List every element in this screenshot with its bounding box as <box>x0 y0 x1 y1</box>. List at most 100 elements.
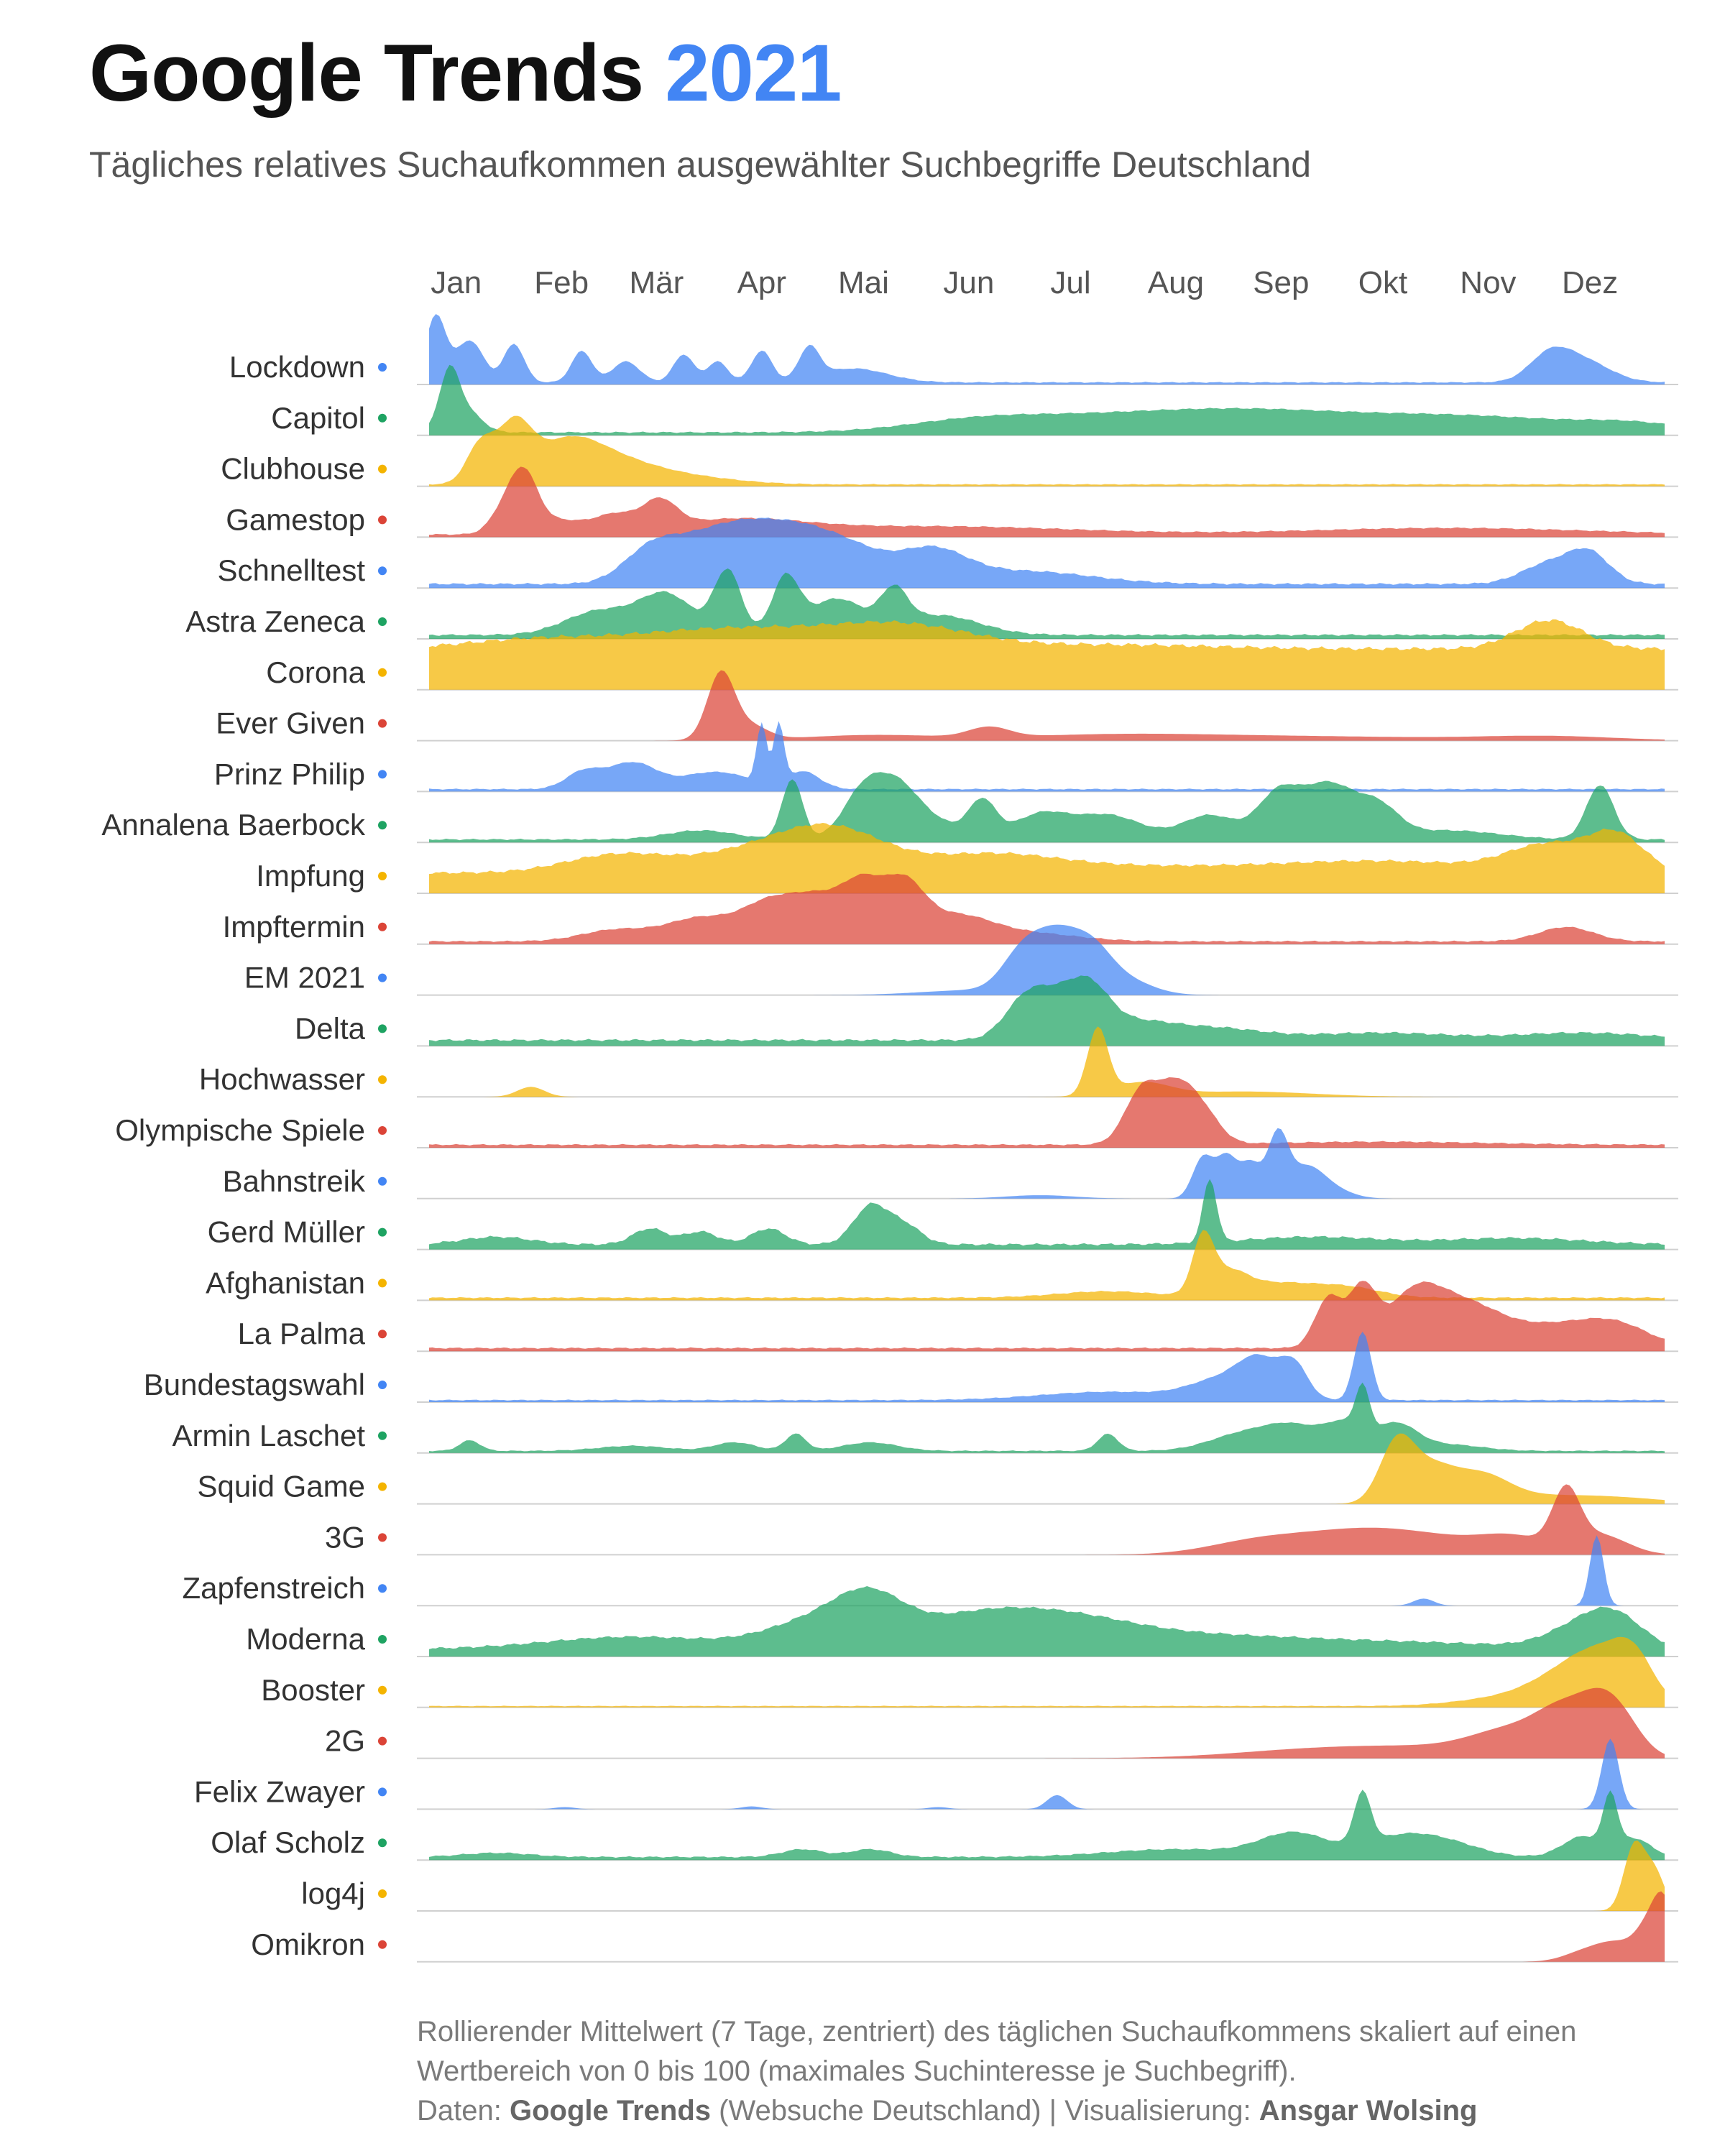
series-label: Capitol <box>271 401 365 435</box>
series-dot <box>378 1838 387 1848</box>
series-label: Schnelltest <box>218 553 366 587</box>
series-dot <box>378 1024 387 1033</box>
series-label: Olympische Spiele <box>115 1113 365 1147</box>
series-label: Prinz Philip <box>214 757 365 791</box>
series-area <box>429 364 1665 436</box>
footnote-line-2: Wertbereich von 0 bis 100 (maximales Suc… <box>417 2055 1297 2087</box>
series-dot <box>378 1482 387 1491</box>
series-row: Prinz Philip <box>214 721 1678 793</box>
series-area <box>429 314 1665 384</box>
series-row: Bahnstreik <box>223 1128 1678 1199</box>
series-row: Olympische Spiele <box>115 1077 1678 1148</box>
series-area <box>429 1128 1665 1199</box>
series-row: 2G <box>325 1687 1678 1759</box>
month-axis: Jan Feb Mär Apr Mai Jun Jul Aug Sep Okt Nov Dez <box>431 265 1618 300</box>
series-area <box>429 1332 1665 1402</box>
series-dot <box>378 363 387 372</box>
series-row: Omikron <box>251 1891 1678 1963</box>
month-label-apr: Apr <box>737 265 786 300</box>
series-label: Booster <box>261 1673 365 1707</box>
footnote-data-prefix: Daten: <box>417 2095 502 2127</box>
series-label: Felix Zwayer <box>194 1774 365 1808</box>
series-dot <box>378 1635 387 1644</box>
series-dot <box>378 719 387 728</box>
series-area <box>429 873 1665 944</box>
month-label-jun: Jun <box>943 265 994 300</box>
series-area <box>429 670 1665 741</box>
series-area <box>429 823 1665 893</box>
series-row: Felix Zwayer <box>194 1738 1678 1810</box>
series-row: Squid Game <box>198 1433 1678 1505</box>
series-dot <box>378 1431 387 1440</box>
series-label: Clubhouse <box>221 452 365 486</box>
series-dot <box>378 872 387 880</box>
series-area <box>429 1077 1665 1148</box>
series-label: Impftermin <box>223 910 365 944</box>
series-label: Corona <box>266 655 365 689</box>
series-label: Hochwasser <box>199 1062 365 1096</box>
series-dot <box>378 1381 387 1389</box>
series-label: Zapfenstreich <box>183 1571 365 1605</box>
series-dot <box>378 1075 387 1084</box>
month-label-nov: Nov <box>1460 265 1516 300</box>
ridgeline-chart: Jan Feb Mär Apr Mai Jun Jul Aug Sep Okt Nov Dez Loc… <box>101 265 1678 1963</box>
footnote-source-line: Daten: Google Trends (Websuche Deutschla… <box>417 2091 1576 2131</box>
series-row: Clubhouse <box>221 415 1678 487</box>
series-area <box>429 1281 1665 1352</box>
series-label: Delta <box>295 1011 366 1045</box>
series-row: log4j <box>301 1841 1678 1912</box>
series-dot <box>378 922 387 931</box>
series-area <box>429 975 1665 1046</box>
series-dot <box>378 1330 387 1339</box>
month-label-mai: Mai <box>838 265 889 300</box>
series-area <box>429 466 1665 538</box>
footnote-author: Ansgar Wolsing <box>1259 2095 1478 2127</box>
series-area <box>429 1687 1665 1759</box>
ridgeline-rows: Lockdown Capitol Clubhouse Gamestop Schnellt… <box>101 314 1678 1963</box>
month-label-sep: Sep <box>1253 265 1309 300</box>
series-row: Bundestagswahl <box>144 1332 1678 1403</box>
series-dot <box>378 668 387 677</box>
series-label: Bundestagswahl <box>144 1368 365 1401</box>
series-label: 3G <box>325 1520 365 1554</box>
series-row: Capitol <box>271 364 1678 436</box>
series-dot <box>378 1279 387 1288</box>
month-label-aug: Aug <box>1148 265 1204 300</box>
series-dot <box>378 1940 387 1949</box>
series-area <box>429 721 1665 792</box>
series-dot <box>378 1889 387 1898</box>
footnote-source: Google Trends <box>509 2095 712 2127</box>
series-dot <box>378 1176 387 1186</box>
series-row: Lockdown <box>229 314 1678 385</box>
series-row: Gerd Müller <box>208 1179 1678 1250</box>
series-dot <box>378 464 387 474</box>
series-label: Olaf Scholz <box>211 1825 365 1859</box>
footnote-source-suffix: (Websuche Deutschland) | Visualisierung: <box>719 2095 1251 2127</box>
series-area <box>429 1484 1665 1555</box>
title-main: Google Trends <box>89 28 644 118</box>
series-label: La Palma <box>238 1317 366 1350</box>
chart-subtitle: Tägliches relatives Suchaufkommen ausgew… <box>89 144 1312 185</box>
series-dot <box>378 1533 387 1542</box>
series-area <box>429 517 1665 589</box>
series-row: Delta <box>295 975 1678 1047</box>
month-label-dez: Dez <box>1562 265 1618 300</box>
series-label: EM 2021 <box>244 961 365 995</box>
series-dot <box>378 413 387 423</box>
series-dot <box>378 1584 387 1593</box>
series-dot <box>378 1685 387 1695</box>
series-row: Astra Zeneca <box>185 568 1678 640</box>
series-label: Impfung <box>256 859 365 893</box>
series-dot <box>378 1787 387 1797</box>
series-row: Impfung <box>256 823 1678 894</box>
series-row: Ever Given <box>216 670 1678 742</box>
series-area <box>429 1433 1665 1504</box>
series-area <box>429 568 1665 639</box>
month-label-okt: Okt <box>1358 265 1407 300</box>
series-label: Gerd Müller <box>208 1215 365 1249</box>
series-label: Squid Game <box>198 1470 365 1503</box>
series-dot <box>378 617 387 626</box>
series-row: Corona <box>266 619 1678 691</box>
footnote-line-1: Rollierender Mittelwert (7 Tage, zentrie… <box>417 2016 1577 2047</box>
series-dot <box>378 821 387 830</box>
